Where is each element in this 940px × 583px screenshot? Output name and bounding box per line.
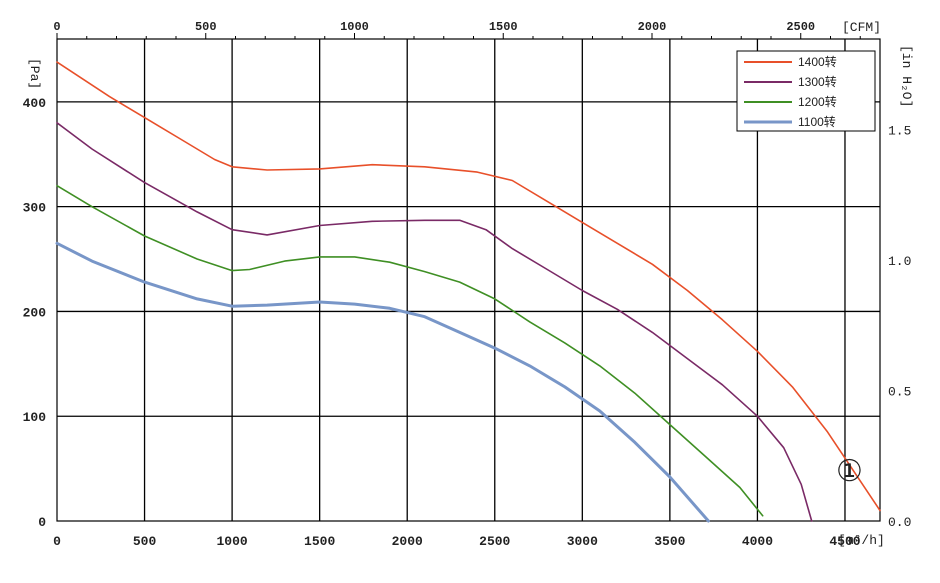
y-tick-label-3: 300 <box>23 201 47 216</box>
x-tick-label-7: 3500 <box>654 534 685 549</box>
x-axis-unit-label: [m³/h] <box>838 533 885 548</box>
legend-label-2: 1200转 <box>798 94 837 109</box>
top-axis-ticks <box>56 33 861 39</box>
series-layer <box>55 61 881 523</box>
x2-tick-label-1: 500 <box>195 20 217 34</box>
y-tick-label-0: 0 <box>38 515 46 530</box>
y-tick-label-4: 400 <box>23 96 47 111</box>
y-tick-label-2: 200 <box>23 305 47 320</box>
x-tick-label-0: 0 <box>53 534 61 549</box>
legend-label-1: 1300转 <box>798 74 837 89</box>
x-tick-label-1: 500 <box>133 534 157 549</box>
axis-tick-labels: 0 500 1000 1500 2000 2500 3000 3500 4000 45000100… <box>23 20 912 549</box>
series-line-2 <box>56 184 764 517</box>
x-tick-label-8: 4000 <box>742 534 773 549</box>
x-tick-label-4: 2000 <box>392 534 423 549</box>
y2-tick-label-3: 1.5 <box>888 123 911 138</box>
x-tick-label-5: 2500 <box>479 534 510 549</box>
x2-tick-label-2: 1000 <box>340 20 369 34</box>
x-tick-label-2: 1000 <box>216 534 247 549</box>
y2-tick-label-2: 1.0 <box>888 254 911 269</box>
legend-label-0: 1400转 <box>798 54 837 69</box>
x-tick-label-3: 1500 <box>304 534 335 549</box>
series-line-3 <box>55 241 710 523</box>
legend-box <box>736 50 876 132</box>
x2-tick-label-3: 1500 <box>489 20 518 34</box>
x2-tick-label-0: 0 <box>53 20 60 34</box>
x2-tick-label-4: 2000 <box>638 20 667 34</box>
y2-axis-unit-label: [in H₂O] <box>899 45 914 107</box>
y2-tick-label-0: 0.0 <box>888 515 911 530</box>
x-tick-label-6: 3000 <box>567 534 598 549</box>
x-tick-label-9: 4500 <box>829 534 860 549</box>
series-line-1 <box>56 122 813 522</box>
x2-tick-label-5: 2500 <box>786 20 815 34</box>
curve-annotation: ① <box>836 454 863 489</box>
y-tick-label-1: 100 <box>23 410 47 425</box>
x2-axis-unit-label: [CFM] <box>842 20 881 35</box>
legend: 1400转 1300转 1200转 1100转 <box>736 50 876 132</box>
y-axis-unit-label: [Pa] <box>27 58 42 89</box>
series-line-0 <box>56 61 881 512</box>
legend-label-3: 1100转 <box>798 114 836 129</box>
y2-tick-label-1: 0.5 <box>888 384 911 399</box>
